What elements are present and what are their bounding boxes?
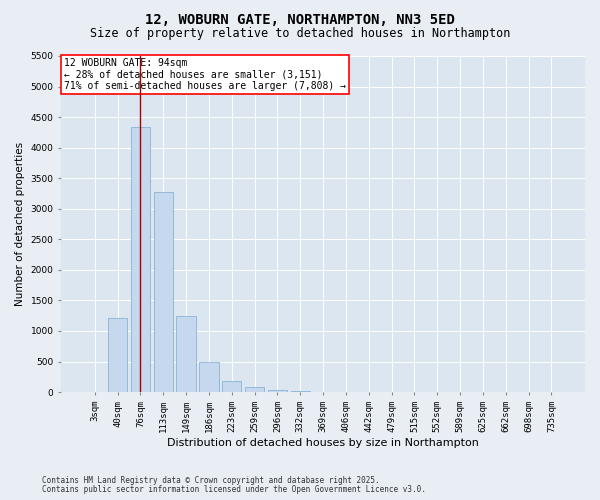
Bar bbox=[131, 128, 150, 392]
Bar bbox=[154, 192, 173, 392]
Text: 12 WOBURN GATE: 94sqm
← 28% of detached houses are smaller (3,151)
71% of semi-d: 12 WOBURN GATE: 94sqm ← 28% of detached … bbox=[64, 58, 346, 91]
Bar bbox=[222, 381, 241, 392]
Bar bbox=[268, 390, 287, 392]
Bar bbox=[176, 316, 196, 392]
Text: Contains public sector information licensed under the Open Government Licence v3: Contains public sector information licen… bbox=[42, 484, 426, 494]
Text: Contains HM Land Registry data © Crown copyright and database right 2025.: Contains HM Land Registry data © Crown c… bbox=[42, 476, 380, 485]
Text: 12, WOBURN GATE, NORTHAMPTON, NN3 5ED: 12, WOBURN GATE, NORTHAMPTON, NN3 5ED bbox=[145, 12, 455, 26]
Bar bbox=[199, 362, 218, 392]
Text: Size of property relative to detached houses in Northampton: Size of property relative to detached ho… bbox=[90, 28, 510, 40]
Bar bbox=[108, 318, 127, 392]
Bar bbox=[245, 388, 264, 392]
X-axis label: Distribution of detached houses by size in Northampton: Distribution of detached houses by size … bbox=[167, 438, 479, 448]
Y-axis label: Number of detached properties: Number of detached properties bbox=[15, 142, 25, 306]
